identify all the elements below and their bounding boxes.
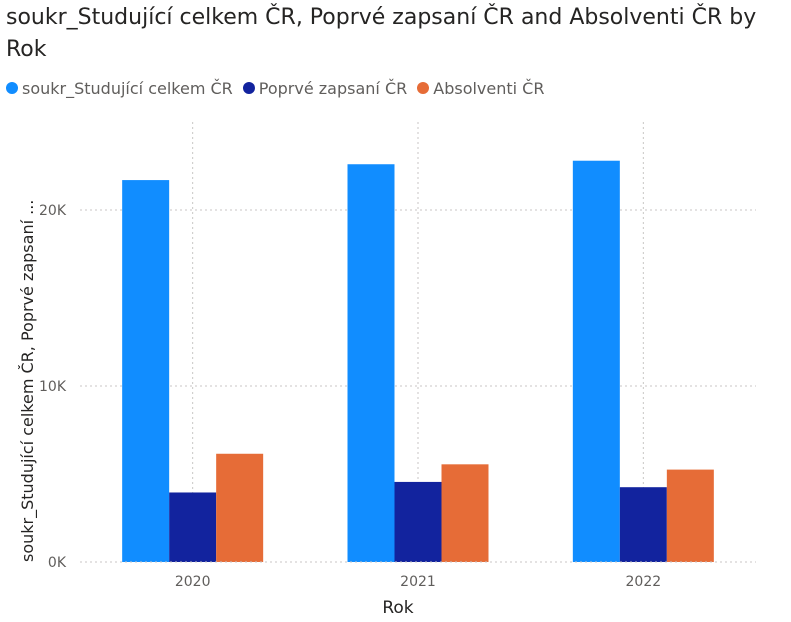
- legend-item-poprve-zapsani[interactable]: Poprvé zapsaní ČR: [242, 78, 408, 98]
- legend-marker-absolventi: [417, 82, 430, 94]
- y-tick-label: 10K: [39, 379, 67, 395]
- y-tick-label: 0K: [48, 555, 67, 571]
- legend-item-studujici[interactable]: soukr_Studující celkem ČR: [6, 79, 233, 98]
- bar-absolventi-r-2022[interactable]: [666, 469, 714, 562]
- x-tick-label: 2020: [175, 574, 211, 590]
- bar-poprv-zapsan-r-2022[interactable]: [619, 487, 667, 562]
- legend: soukr_Studující celkem ČR Poprvé zapsaní…: [6, 76, 554, 100]
- x-tick-label: 2021: [400, 574, 436, 590]
- legend-item-absolventi[interactable]: Absolventi ČR: [417, 79, 544, 98]
- legend-label-studujici: soukr_Studující celkem ČR: [22, 78, 233, 98]
- y-tick-label: 20K: [39, 203, 67, 219]
- bar-soukr-studuj-c-celkem-r-2020[interactable]: [122, 180, 170, 562]
- x-tick-label: 2022: [626, 574, 662, 590]
- bar-absolventi-r-2021[interactable]: [441, 464, 489, 562]
- legend-label-absolventi: Absolventi ČR: [433, 78, 545, 98]
- bar-poprv-zapsan-r-2020[interactable]: [169, 492, 217, 562]
- legend-label-poprve-zapsani: Poprvé zapsaní ČR: [258, 78, 408, 98]
- x-axis-title: Rok: [382, 598, 413, 618]
- legend-marker-studujici: [6, 82, 18, 94]
- chart-title: soukr_Studující celkem ČR, Poprvé zapsan…: [6, 5, 757, 62]
- bar-poprv-zapsan-r-2021[interactable]: [394, 481, 442, 562]
- bar-soukr-studuj-c-celkem-r-2022[interactable]: [572, 160, 620, 562]
- bar-soukr-studuj-c-celkem-r-2021[interactable]: [347, 164, 395, 563]
- bar-absolventi-r-2020[interactable]: [216, 453, 264, 562]
- legend-marker-poprve-zapsani: [242, 82, 255, 94]
